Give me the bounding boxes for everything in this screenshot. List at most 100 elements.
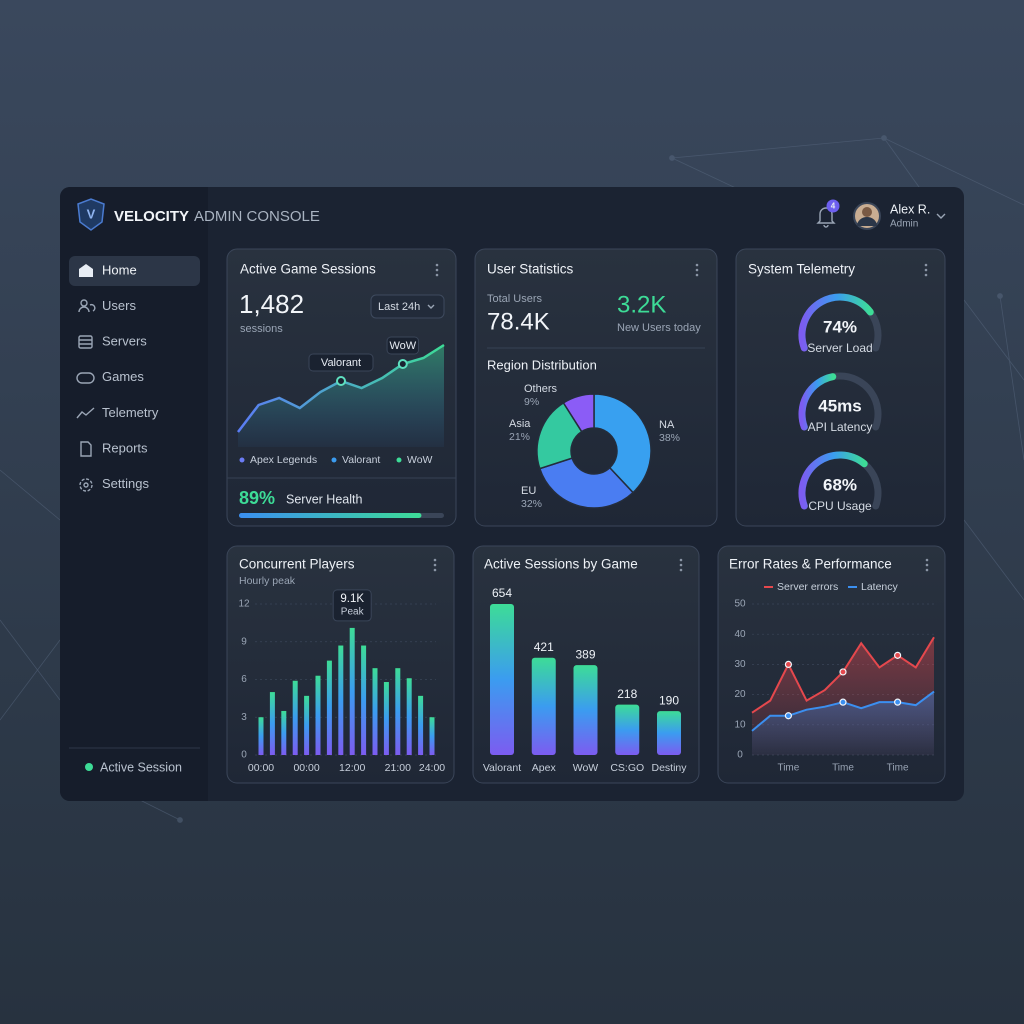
stat-label: Total Users (487, 293, 543, 305)
point-callout (308, 353, 374, 372)
x-tick-label: 00:00 (293, 762, 319, 774)
home-icon (79, 264, 93, 277)
region-name: Others (524, 383, 558, 395)
reports-icon (80, 441, 92, 457)
donut-slice (562, 393, 595, 433)
user-menu[interactable]: Alex R. Admin (853, 202, 946, 230)
x-tick-label: Destiny (651, 762, 687, 774)
chevron[interactable] (936, 213, 946, 219)
range-pill[interactable] (370, 294, 445, 319)
settings-icon (79, 478, 93, 492)
point-marker (893, 651, 902, 659)
legend-swatch (239, 457, 245, 463)
card-title: System Telemetry (748, 262, 855, 277)
nav-item[interactable]: Games (102, 369, 144, 384)
bar (281, 710, 287, 755)
region-name: Asia (509, 418, 531, 430)
y-tick-label: 12 (238, 599, 250, 610)
point-callout (386, 336, 420, 355)
card-menus[interactable] (433, 263, 929, 572)
sidebar (60, 187, 208, 801)
bar-value: 389 (575, 647, 595, 661)
point-label: WoW (389, 340, 416, 352)
bar (531, 657, 556, 755)
bar (292, 680, 298, 755)
notification-badge (826, 199, 840, 213)
logo (77, 198, 105, 231)
point-marker (839, 668, 847, 676)
legend-label: WoW (407, 454, 433, 466)
bar (395, 668, 401, 755)
user-role: Admin (890, 219, 918, 230)
point-marker (336, 376, 346, 386)
bar (657, 711, 681, 755)
nav-icons (76, 264, 96, 492)
point-marker (784, 712, 793, 720)
card-title: Error Rates & Performance (729, 557, 892, 572)
status-dot (85, 763, 93, 771)
chevron[interactable] (427, 304, 435, 309)
y-tick-label: 30 (734, 659, 746, 670)
nav-item[interactable]: Servers (102, 334, 147, 349)
gauge-fill (798, 373, 837, 431)
bar (269, 692, 275, 755)
bar (490, 604, 514, 755)
y-tick-label: 10 (734, 719, 746, 730)
games-icon (76, 372, 95, 384)
region-name: NA (659, 419, 675, 431)
nav-item[interactable]: Telemetry (102, 405, 159, 420)
donut-slice (593, 393, 652, 494)
gauge-value: 74% (823, 317, 857, 336)
menu-button[interactable] (924, 263, 928, 277)
notifications[interactable]: 4 (816, 199, 840, 228)
card-title: Concurrent Players (239, 557, 355, 572)
y-tick-label: 3 (241, 712, 247, 723)
donut-slice (538, 457, 635, 509)
notification-count: 4 (831, 202, 836, 211)
card-games (472, 545, 700, 784)
settings-icon (83, 482, 89, 488)
nav-active-highlight (69, 256, 200, 286)
bar-value: 218 (617, 687, 637, 701)
range-selector[interactable]: Last 24h (370, 294, 445, 319)
session-unit: sessions (240, 323, 283, 335)
nav-item[interactable]: Users (102, 298, 136, 313)
legend-swatch (396, 457, 402, 463)
y-tick-label: 0 (241, 750, 247, 761)
bar (615, 704, 640, 755)
legend-swatch (331, 457, 337, 463)
menu-button[interactable] (433, 558, 437, 572)
bar-value: 421 (534, 640, 554, 654)
y-tick-label: 0 (737, 750, 743, 761)
menu-button[interactable] (695, 263, 699, 277)
bar-value: 654 (492, 586, 512, 600)
legend-label: Server errors (777, 581, 838, 593)
y-tick-label: 6 (241, 674, 247, 685)
legend-label: Valorant (342, 454, 380, 466)
avatar-body (857, 217, 877, 226)
x-tick-label: Time (777, 763, 799, 774)
point-label: Valorant (321, 357, 361, 369)
menu-button[interactable] (679, 558, 683, 572)
nav-item[interactable]: Reports (102, 440, 148, 455)
y-tick-label: 50 (734, 599, 746, 610)
bar (361, 645, 367, 755)
logo-letter: V (87, 206, 96, 221)
menu-button[interactable] (435, 263, 439, 277)
nav-item[interactable]: Home (102, 262, 137, 277)
x-tick-label: Time (887, 763, 909, 774)
x-tick-label: Valorant (483, 762, 521, 774)
gauge-name: Server Load (807, 341, 872, 355)
nav-item[interactable]: Settings (102, 476, 149, 491)
peak-value: 9.1K (340, 593, 364, 605)
range-label[interactable]: Last 24h (378, 301, 420, 313)
y-tick-label: 9 (241, 636, 247, 647)
gauge-fill (798, 293, 874, 352)
card-title: Active Game Sessions (240, 262, 376, 277)
brand-subtitle: ADMIN CONSOLE (194, 208, 320, 225)
bar (338, 645, 344, 755)
menu-button[interactable] (925, 558, 929, 572)
area-fill (238, 345, 444, 447)
bar (383, 682, 389, 755)
card-telemetry (735, 248, 946, 527)
